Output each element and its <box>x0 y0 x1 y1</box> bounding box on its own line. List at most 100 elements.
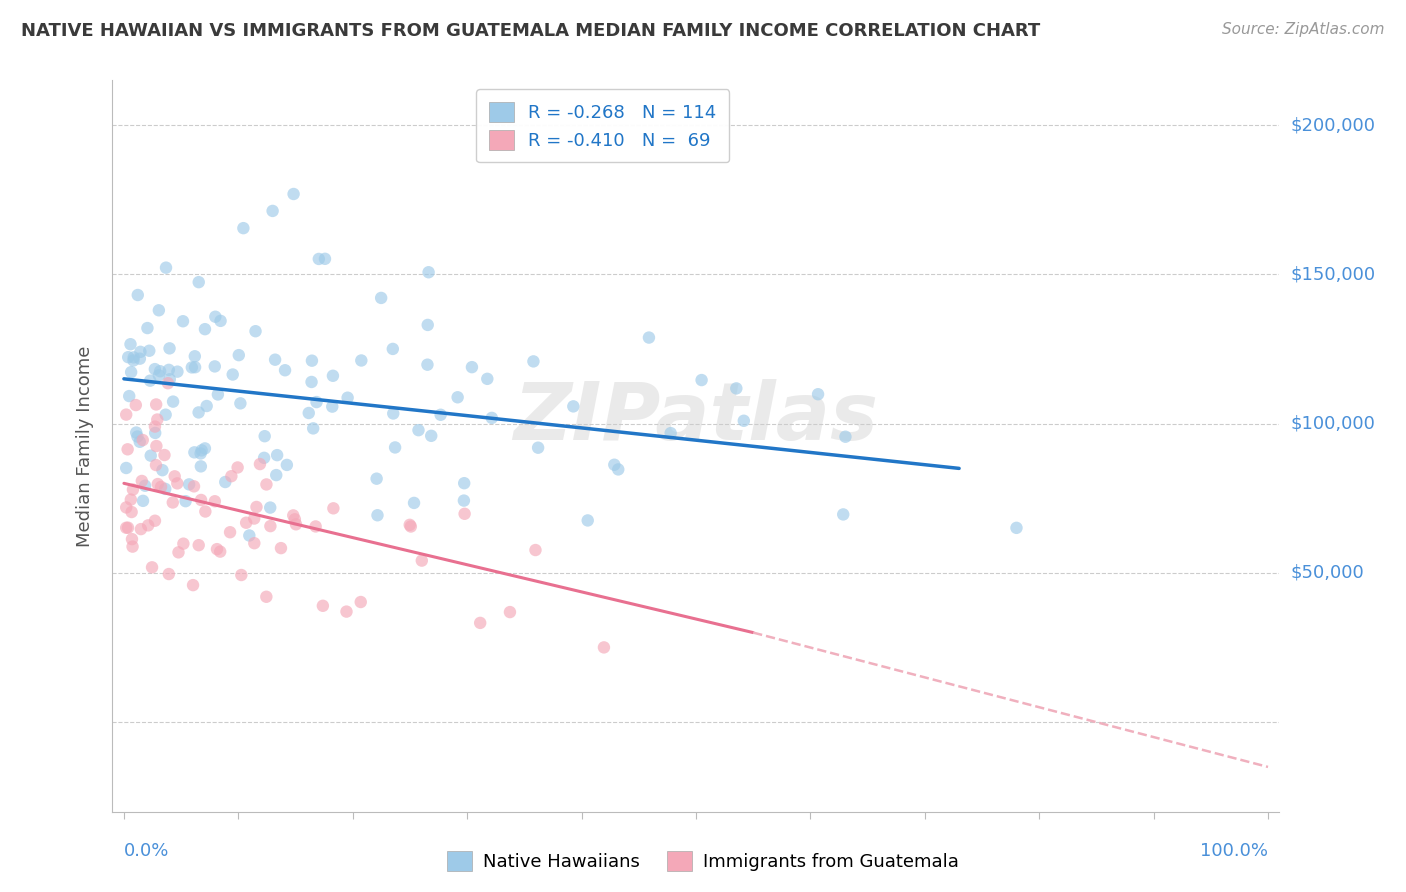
Point <box>156 376 179 391</box>
Point <box>270 541 292 555</box>
Text: $50,000: $50,000 <box>1291 564 1364 582</box>
Point <box>834 430 856 444</box>
Point <box>243 536 266 550</box>
Point <box>276 458 298 472</box>
Point <box>266 448 288 462</box>
Point <box>232 221 254 235</box>
Point <box>305 519 328 533</box>
Point <box>205 542 228 557</box>
Point <box>204 494 226 508</box>
Point <box>127 429 149 443</box>
Point <box>128 351 150 366</box>
Point <box>190 492 212 507</box>
Point <box>184 349 207 363</box>
Point <box>204 359 226 374</box>
Point <box>416 358 439 372</box>
Point <box>134 479 156 493</box>
Point <box>411 553 433 567</box>
Point <box>335 605 357 619</box>
Point <box>370 291 392 305</box>
Point <box>145 458 167 472</box>
Point <box>179 477 201 491</box>
Point <box>264 468 287 483</box>
Point <box>420 429 443 443</box>
Point <box>321 400 343 414</box>
Point <box>163 469 186 483</box>
Point <box>194 322 217 336</box>
Point <box>399 519 422 533</box>
Point <box>125 425 148 440</box>
Point <box>733 414 755 428</box>
Point <box>204 310 226 324</box>
Point <box>336 391 359 405</box>
Point <box>131 474 153 488</box>
Point <box>145 439 167 453</box>
Point <box>190 446 212 460</box>
Point <box>162 495 184 509</box>
Point <box>128 434 150 449</box>
Point <box>562 400 585 414</box>
Point <box>259 519 281 533</box>
Point <box>115 408 138 422</box>
Point <box>187 538 209 552</box>
Point <box>209 314 232 328</box>
Point <box>157 363 180 377</box>
Text: ZIPatlas: ZIPatlas <box>513 378 879 457</box>
Point <box>138 343 160 358</box>
Point <box>115 500 138 515</box>
Point <box>129 522 152 536</box>
Point <box>398 517 420 532</box>
Point <box>481 410 503 425</box>
Point <box>120 492 142 507</box>
Point <box>146 412 169 426</box>
Point <box>180 360 202 375</box>
Point <box>143 425 166 440</box>
Point <box>305 395 328 409</box>
Point <box>132 493 155 508</box>
Point <box>350 595 373 609</box>
Point <box>477 372 499 386</box>
Text: 0.0%: 0.0% <box>124 842 169 860</box>
Point <box>284 512 307 526</box>
Point <box>143 419 166 434</box>
Point <box>122 351 145 365</box>
Point <box>381 342 404 356</box>
Point <box>122 483 145 497</box>
Text: $100,000: $100,000 <box>1291 415 1375 433</box>
Point <box>350 353 373 368</box>
Point <box>384 441 406 455</box>
Point <box>243 511 266 525</box>
Point <box>117 521 139 535</box>
Point <box>194 442 217 456</box>
Point <box>322 368 344 383</box>
Legend: R = -0.268   N = 114, R = -0.410   N =  69: R = -0.268 N = 114, R = -0.410 N = 69 <box>477 89 730 162</box>
Point <box>139 449 162 463</box>
Point <box>143 362 166 376</box>
Point <box>118 389 141 403</box>
Point <box>153 448 176 462</box>
Point <box>283 508 305 523</box>
Point <box>184 360 207 375</box>
Point <box>121 540 143 554</box>
Point <box>181 578 204 592</box>
Point <box>446 390 468 404</box>
Point <box>141 560 163 574</box>
Point <box>308 252 330 266</box>
Point <box>1005 521 1028 535</box>
Point <box>143 514 166 528</box>
Point <box>159 342 181 356</box>
Point <box>207 387 229 401</box>
Point <box>187 405 209 419</box>
Point <box>461 360 484 375</box>
Point <box>155 260 177 275</box>
Point <box>302 421 325 435</box>
Point <box>214 475 236 489</box>
Point <box>527 441 550 455</box>
Point <box>262 203 284 218</box>
Point <box>132 433 155 447</box>
Text: Source: ZipAtlas.com: Source: ZipAtlas.com <box>1222 22 1385 37</box>
Point <box>219 525 242 540</box>
Point <box>183 479 205 493</box>
Point <box>524 543 547 558</box>
Point <box>120 365 142 379</box>
